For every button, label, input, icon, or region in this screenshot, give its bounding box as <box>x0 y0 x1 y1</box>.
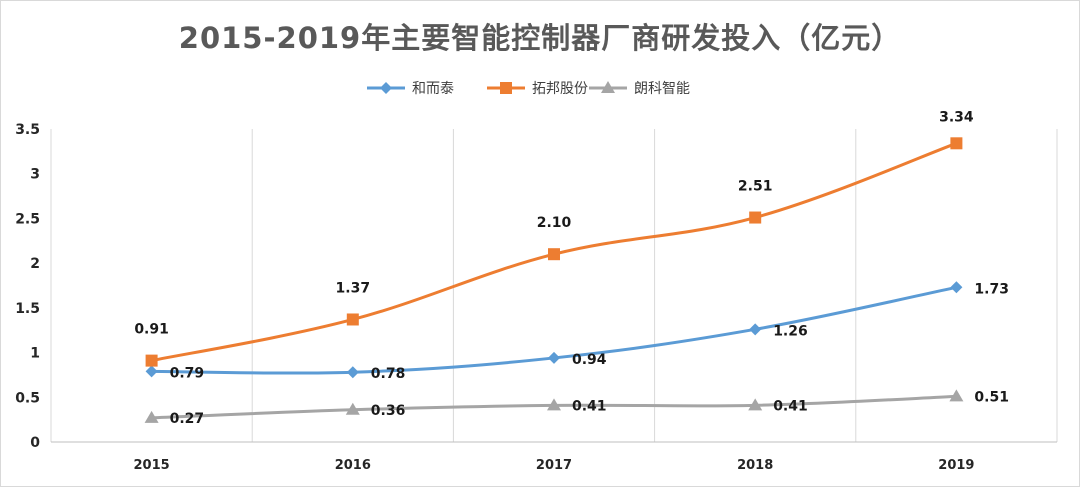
data-point-triangle <box>547 398 561 411</box>
data-point-triangle <box>144 410 159 423</box>
y-tick-label: 3 <box>30 167 40 183</box>
data-point-square <box>548 248 560 261</box>
y-tick-label: 0.5 <box>15 390 40 406</box>
x-tick-label: 2015 <box>134 458 170 473</box>
y-tick-label: 1.5 <box>15 301 40 317</box>
series-markers <box>144 137 964 423</box>
legend-item: 朗科智能 <box>589 81 690 97</box>
data-point-diamond <box>950 281 963 294</box>
data-point-diamond <box>749 323 762 336</box>
data-label: 1.37 <box>336 280 371 296</box>
data-point-square <box>950 137 963 150</box>
legend-item: 和而泰 <box>367 81 454 97</box>
data-label: 0.78 <box>371 366 406 382</box>
legend-label: 朗科智能 <box>634 81 690 97</box>
data-point-triangle <box>748 398 763 411</box>
data-point-triangle <box>345 402 360 415</box>
chart-title: 2015-2019年主要智能控制器厂商研发投入（亿元） <box>178 21 902 55</box>
data-label: 2.51 <box>738 179 773 195</box>
data-label: 1.73 <box>974 281 1009 297</box>
y-tick-label: 2.5 <box>15 211 40 227</box>
data-label: 1.26 <box>773 323 808 339</box>
data-label: 0.27 <box>170 411 205 427</box>
legend-label: 和而泰 <box>412 81 454 97</box>
x-tick-label: 2016 <box>335 458 371 473</box>
data-point-triangle <box>949 389 964 402</box>
data-point-square <box>749 211 762 224</box>
data-point-diamond <box>380 82 392 94</box>
legend-item: 拓邦股份 <box>487 81 588 97</box>
x-tick-label: 2019 <box>938 458 974 473</box>
data-label: 0.94 <box>572 352 607 368</box>
legend-label: 拓邦股份 <box>532 81 588 97</box>
y-tick-label: 0 <box>30 435 40 451</box>
data-point-square <box>500 82 512 94</box>
y-tick-label: 3.5 <box>15 122 40 138</box>
x-tick-label: 2017 <box>536 458 572 473</box>
data-label: 0.79 <box>170 365 205 381</box>
data-label: 0.41 <box>572 398 607 414</box>
data-point-square <box>346 313 359 326</box>
data-label: 0.41 <box>773 398 808 414</box>
x-tick-label: 2018 <box>737 458 773 473</box>
data-label: 3.34 <box>939 109 974 125</box>
data-label: 0.91 <box>134 322 169 338</box>
y-tick-label: 1 <box>30 346 40 362</box>
data-point-diamond <box>548 351 560 364</box>
data-labels: 0.79 0.78 0.94 1.26 1.73 0.91 1.37 2.10 2.51 3.34… <box>134 109 1009 427</box>
data-point-triangle <box>601 81 615 93</box>
data-point-diamond <box>145 365 158 378</box>
data-point-square <box>145 354 158 367</box>
data-point-diamond <box>346 366 359 379</box>
data-label: 0.36 <box>371 403 406 419</box>
y-tick-label: 2 <box>30 256 40 272</box>
data-label: 2.10 <box>537 215 572 231</box>
data-label: 0.51 <box>974 389 1009 405</box>
chart-legend: 和而泰 拓邦股份 朗科智能 <box>367 81 690 97</box>
chart-grid <box>251 129 1058 442</box>
series-lines <box>150 141 958 420</box>
